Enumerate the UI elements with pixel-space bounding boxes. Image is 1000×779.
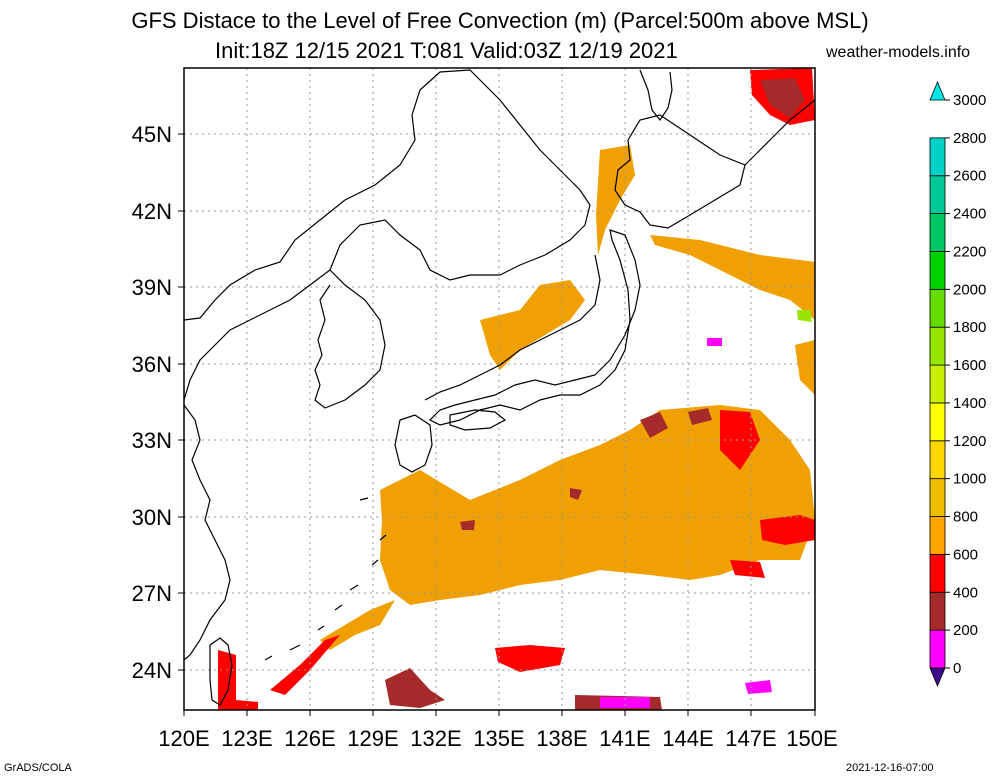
lfc-region-orange-south [380,405,815,605]
colorbar-swatch [929,288,946,328]
lat-label: 45N [132,122,172,147]
lon-label: 147E [725,726,776,751]
colorbar-label: 2200 [953,243,986,260]
coast-korea [314,269,386,409]
lfc-region-orange-ryukyu [320,600,395,650]
source-site: weather-models.info [826,44,971,61]
map-title: GFS Distace to the Level of Free Convect… [131,8,869,33]
map-subtitle: Init:18Z 12/15 2021 T:081 Valid:03Z 12/1… [215,38,678,63]
lat-label: 27N [132,581,172,606]
colorbar-label: 1600 [953,357,986,374]
lon-label: 144E [662,726,713,751]
colorbar-swatch [929,667,946,688]
colorbar-swatch [929,137,946,177]
colorbar-swatch [929,364,946,404]
lat-labels: 24N 27N 30N 33N 36N 39N 42N 45N [132,122,172,683]
colorbar-swatch [929,516,946,555]
colorbar-swatch [929,402,946,442]
colorbar: 0 200 400 600 800 1000 1200 1400 1600 1800 2000 220… [929,80,986,688]
lat-label: 36N [132,352,172,377]
coast-asia-mainland [183,69,591,401]
lat-label: 42N [132,199,172,224]
lfc-region-red-se [730,560,765,578]
lfc-region-green [797,310,812,322]
colorbar-swatch [929,326,946,366]
lon-label: 135E [473,726,524,751]
colorbar-label: 2000 [953,281,986,298]
colorbar-label: 800 [953,509,978,526]
colorbar-swatch [929,80,946,101]
lon-label: 132E [410,726,461,751]
colorbar-label: 2800 [953,130,986,147]
colorbar-swatch [929,591,946,631]
lon-label: 141E [599,726,650,751]
map-ticks [178,133,816,716]
colorbar-label: 1800 [953,319,986,336]
colorbar-label: 3000 [953,92,986,109]
coast-china-east [183,404,231,661]
colorbar-label: 0 [953,660,961,677]
lon-label: 150E [786,726,837,751]
lfc-region-orange-ne [650,235,815,320]
footer-timestamp: 2021-12-16-07:00 [846,762,934,774]
colorbar-label: 2600 [953,168,986,185]
coast-kurils [744,99,816,166]
lon-labels: 120E 123E 126E 129E 132E 135E 138E 141E … [158,726,837,751]
lfc-region-red-ryukyu [270,635,340,695]
colorbar-label: 1400 [953,395,986,412]
lfc-region-brown-ne [760,78,805,118]
lfc-region-orange-hokkaido [596,145,635,255]
coast-shikoku [449,409,507,431]
lon-label: 123E [221,726,272,751]
lat-label: 33N [132,428,172,453]
colorbar-label: 1000 [953,471,986,488]
lfc-region-red-cell [720,410,760,470]
grid [184,68,815,710]
lfc-region-red-south [495,645,565,672]
coast-hokkaido [614,114,746,229]
coast-honshu-west [424,254,601,401]
colorbar-label: 600 [953,546,978,563]
colorbar-label: 400 [953,584,978,601]
lat-label: 39N [132,275,172,300]
colorbar-swatch [929,251,946,290]
coast-honshu [428,229,641,426]
colorbar-swatch [929,554,946,593]
lfc-region-red-taiwan [218,650,258,710]
footer-software: GrADS/COLA [4,762,72,774]
lfc-region-orange-honshu [480,280,585,370]
colorbar-swatch [929,175,946,215]
lat-label: 24N [132,658,172,683]
colorbar-swatch [929,440,946,480]
coast-kyushu [394,414,433,473]
lfc-field [218,68,815,710]
coast-sakhalin [639,69,673,122]
colorbar-swatch [929,629,946,669]
lon-label: 126E [284,726,335,751]
coast-taiwan [209,637,233,706]
lat-label: 30N [132,505,172,530]
colorbar-swatch [929,213,946,252]
colorbar-label: 200 [953,622,978,639]
lfc-region-orange-east [795,340,815,395]
coastlines [183,69,816,706]
lon-label: 138E [536,726,587,751]
colorbar-swatch [929,478,946,517]
colorbar-label: 2400 [953,206,986,223]
lfc-region-red-e [760,515,815,545]
lfc-region-brown-south [385,668,445,708]
coast-ryukyu-islands [264,497,387,661]
colorbar-label: 1200 [953,433,986,450]
lon-label: 120E [158,726,209,751]
lon-label: 129E [347,726,398,751]
